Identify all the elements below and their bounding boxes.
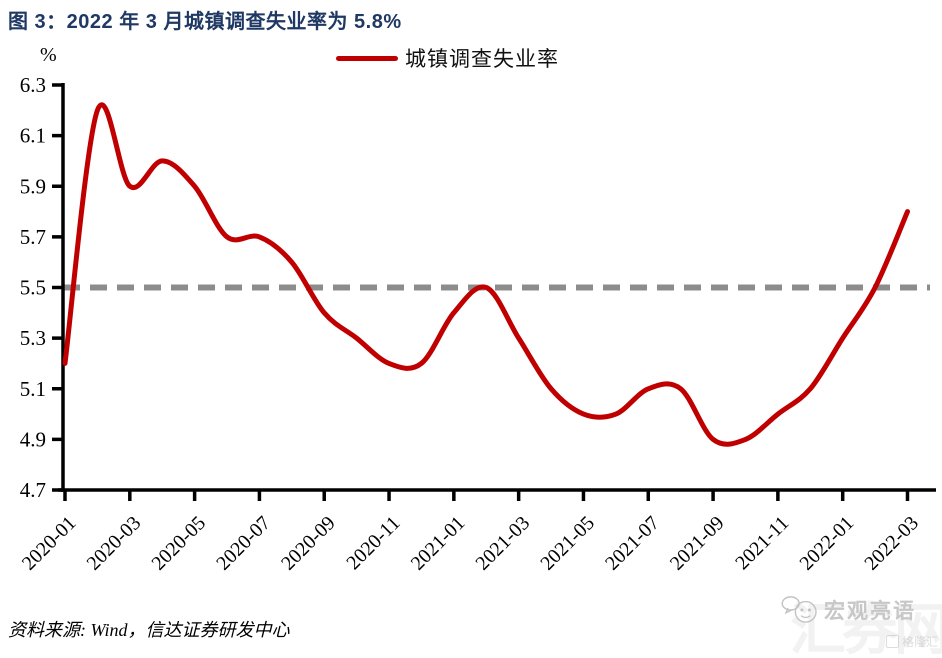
x-tick-label: 2021-05 <box>536 512 599 575</box>
x-tick-label: 2022-01 <box>796 512 859 575</box>
watermark: 汇券网 宏观亮语 格隆汇 <box>780 594 942 658</box>
watermark-badge-icon <box>885 635 899 648</box>
y-tick-label: 5.3 <box>20 326 46 350</box>
y-tick-label: 6.3 <box>20 73 46 97</box>
x-tick-label: 2020-01 <box>18 512 81 575</box>
x-tick-label: 2021-03 <box>471 512 534 575</box>
chart-legend: 城镇调查失业率 <box>336 44 559 72</box>
y-tick-label: 5.5 <box>20 276 46 300</box>
watermark-brand-row: 宏观亮语 <box>780 595 916 625</box>
x-tick-label: 2021-11 <box>731 512 793 574</box>
source-note: 资料来源: Wind，信达证券研发中心 <box>8 620 290 640</box>
watermark-brand-text: 宏观亮语 <box>824 600 916 623</box>
x-tick-label: 2020-07 <box>212 512 275 575</box>
panda-chat-icon <box>781 596 817 623</box>
y-tick-label: 4.9 <box>20 427 46 451</box>
x-tick-label: 2020-09 <box>277 512 340 575</box>
x-tick-label: 2021-01 <box>407 512 470 575</box>
y-tick-label: 5.1 <box>20 377 46 401</box>
y-tick-label: 6.1 <box>20 124 46 148</box>
y-tick-label: 4.7 <box>20 478 46 502</box>
x-tick-label: 2022-03 <box>860 512 923 575</box>
y-axis-unit-label: % <box>40 44 57 66</box>
watermark-badge-row: 格隆汇 <box>885 633 938 650</box>
x-tick-label: 2020-11 <box>342 512 404 574</box>
x-tick-label: 2021-09 <box>666 512 729 575</box>
y-tick-label: 5.7 <box>20 225 46 249</box>
x-tick-label: 2020-05 <box>147 512 210 575</box>
unemployment-rate-line <box>62 102 910 447</box>
x-tick-label: 2021-07 <box>601 512 664 575</box>
legend-series-label: 城镇调查失业率 <box>405 47 559 71</box>
y-tick-label: 5.9 <box>20 174 46 198</box>
legend-line-swatch <box>336 55 398 61</box>
x-tick-label: 2020-03 <box>83 512 146 575</box>
figure-title: 图 3：2022 年 3 月城镇调查失业率为 5.8% <box>8 11 402 33</box>
watermark-badge-text: 格隆汇 <box>901 635 938 649</box>
